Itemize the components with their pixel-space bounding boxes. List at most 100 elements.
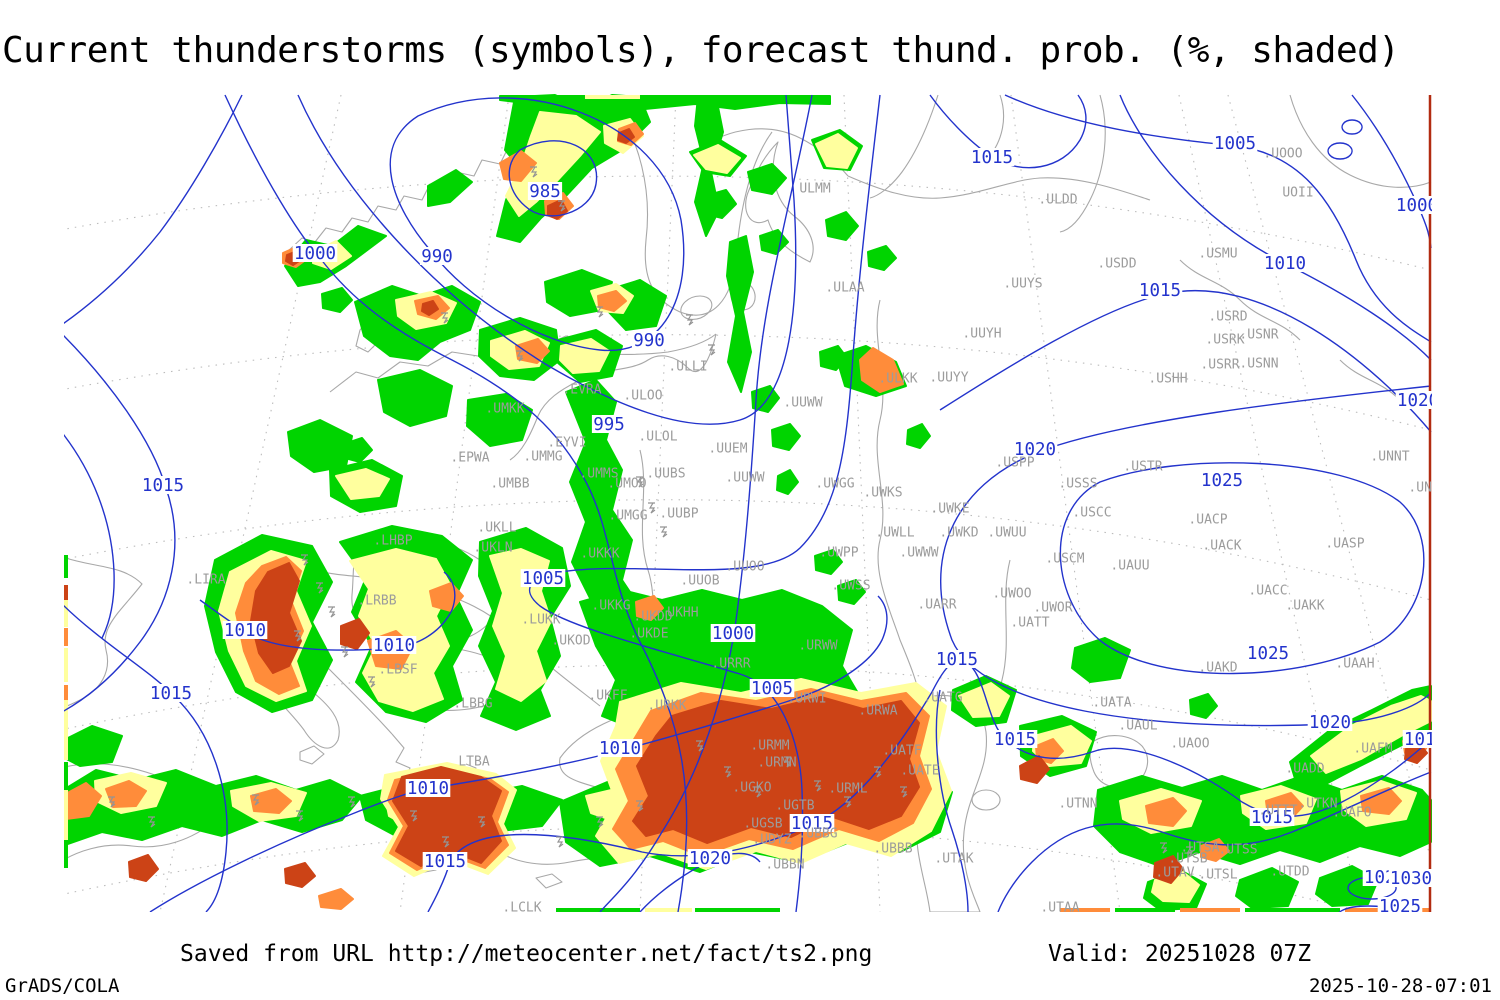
thunderstorm-icon bbox=[328, 606, 336, 618]
edge-shading bbox=[64, 95, 1430, 912]
thunderstorm-icon bbox=[660, 526, 668, 538]
station-label: .UAOO bbox=[1170, 737, 1209, 752]
isobar-label-bg bbox=[1394, 196, 1432, 214]
prob-shade-o bbox=[515, 338, 550, 364]
isobar-label: 1010 bbox=[373, 636, 415, 656]
isobar-line bbox=[929, 94, 1087, 169]
station-label: .UKKK bbox=[580, 547, 619, 562]
station-label: .ULKK bbox=[878, 372, 917, 387]
coastline bbox=[1339, 359, 1401, 401]
station-label: .UAFO bbox=[1332, 806, 1371, 821]
thunderstorm-icon bbox=[708, 344, 716, 356]
isobar-label: 1005 bbox=[1214, 134, 1256, 154]
grads-credit-text: GrADS/COLA bbox=[5, 975, 120, 997]
station-label: .EYVI bbox=[547, 436, 586, 451]
thunderstorm-icon bbox=[558, 200, 566, 212]
prob-shade-r bbox=[250, 562, 302, 674]
isobar-label-bg bbox=[1307, 713, 1353, 731]
isobar-label-bg bbox=[591, 415, 627, 433]
prob-shade-o bbox=[250, 788, 292, 814]
station-label: .UAAH bbox=[1335, 657, 1374, 672]
isobar-label-bg bbox=[1137, 281, 1183, 299]
thunderstorm-icon bbox=[301, 554, 309, 566]
isobar-label: 1020 bbox=[689, 849, 731, 869]
thunderstorm-icon bbox=[148, 816, 156, 828]
thunderstorm-icon bbox=[596, 306, 604, 318]
graticule-line bbox=[64, 334, 1432, 431]
prob-shade-y bbox=[559, 338, 610, 374]
station-label: .USMU bbox=[1198, 247, 1237, 262]
edge-shade bbox=[64, 648, 68, 682]
prob-shade-o bbox=[105, 780, 147, 808]
station-label: .USPP bbox=[995, 456, 1034, 471]
prob-shade-g bbox=[1189, 693, 1218, 719]
isobar-label: 1030 bbox=[1390, 869, 1432, 889]
station-label: .UTSB bbox=[1168, 852, 1207, 867]
prob-shade-g bbox=[906, 423, 931, 449]
edge-shade bbox=[505, 95, 585, 99]
station-label: .UNNT bbox=[1370, 450, 1409, 465]
station-label: .UMMG bbox=[523, 450, 562, 465]
edge-shade bbox=[1245, 908, 1340, 912]
prob-shade-g bbox=[64, 725, 123, 767]
isobar-label-bg bbox=[710, 624, 756, 642]
isobar-line bbox=[508, 140, 598, 217]
station-labels: ULMM .ULAA .ULDD .UUYS .UUYH .UOOO UOII .USDD .U… bbox=[186, 147, 1432, 913]
station-label: .UASP bbox=[1325, 537, 1364, 552]
station-label: .UKDE bbox=[629, 627, 668, 642]
isobar-labels: 985 990 990 995 1000 1000 1000 1005 1005 1005 1010… bbox=[140, 134, 1438, 917]
isobar-label: 1025 bbox=[1379, 897, 1421, 917]
station-label: .UMMS bbox=[579, 467, 618, 482]
datetime-text: 2025-10-28-07:01 bbox=[1308, 975, 1492, 997]
station-label: .UDYZ bbox=[752, 833, 791, 848]
thunderstorm-icon bbox=[874, 766, 882, 778]
isobar-label: 1015 bbox=[424, 852, 466, 872]
station-label: .URMN bbox=[757, 756, 796, 771]
station-label: .ULOL bbox=[638, 430, 677, 445]
prob-shade-g bbox=[377, 369, 453, 427]
station-label: .USHH bbox=[1148, 372, 1187, 387]
prob-shade-g bbox=[499, 95, 831, 110]
isobar-label-bg bbox=[992, 730, 1038, 748]
station-label: .UWPP bbox=[819, 546, 858, 561]
isobar-label-bg bbox=[1245, 644, 1291, 662]
graticule-line bbox=[64, 175, 1432, 271]
station-label: .ULLI bbox=[668, 360, 707, 375]
station-label: .LRBB bbox=[357, 594, 396, 609]
prob-shade-g bbox=[466, 393, 533, 447]
isobar-label: 985 bbox=[529, 182, 561, 202]
coastline bbox=[299, 745, 325, 765]
isobar-label-bg bbox=[1388, 869, 1432, 887]
edge-shade bbox=[640, 95, 700, 99]
station-label: .UWKS bbox=[863, 486, 902, 501]
station-label: .UGKO bbox=[732, 781, 771, 796]
station-label: .USSS bbox=[1058, 477, 1097, 492]
isobar-label: 1000 bbox=[1396, 196, 1438, 216]
prob-shade-g bbox=[427, 169, 473, 207]
prob-shade-y bbox=[958, 682, 1010, 718]
isobar-label-bg bbox=[1377, 897, 1423, 912]
isobar-label-bg bbox=[631, 331, 667, 349]
station-label: .USRD bbox=[1208, 310, 1247, 325]
isobar-label-bg bbox=[1402, 730, 1432, 748]
isobar-label: 1025 bbox=[1247, 644, 1289, 664]
thunderstorm-icon bbox=[441, 312, 449, 324]
station-label: .UGSB bbox=[743, 817, 782, 832]
station-label: .UAKD bbox=[1198, 661, 1237, 676]
thunderstorm-icon bbox=[596, 816, 604, 828]
station-label: .UWKE bbox=[930, 502, 969, 517]
isobar-label-bg bbox=[1199, 471, 1245, 489]
station-label: .USRK bbox=[1205, 333, 1244, 348]
saved-url-text: Saved from URL http://meteocenter.net/fa… bbox=[180, 941, 873, 967]
station-label: .URMM bbox=[750, 739, 789, 754]
station-label: .UBBG bbox=[798, 827, 837, 842]
thunderstorm-icon bbox=[686, 314, 694, 326]
thunderstorm-icon bbox=[724, 766, 732, 778]
isobar-line bbox=[939, 289, 1432, 433]
edge-shade bbox=[1060, 908, 1110, 912]
isobar-label: 1005 bbox=[522, 569, 564, 589]
edge-shade bbox=[755, 95, 830, 99]
prob-shade-r bbox=[340, 618, 370, 650]
station-label: .LHBP bbox=[373, 534, 412, 549]
